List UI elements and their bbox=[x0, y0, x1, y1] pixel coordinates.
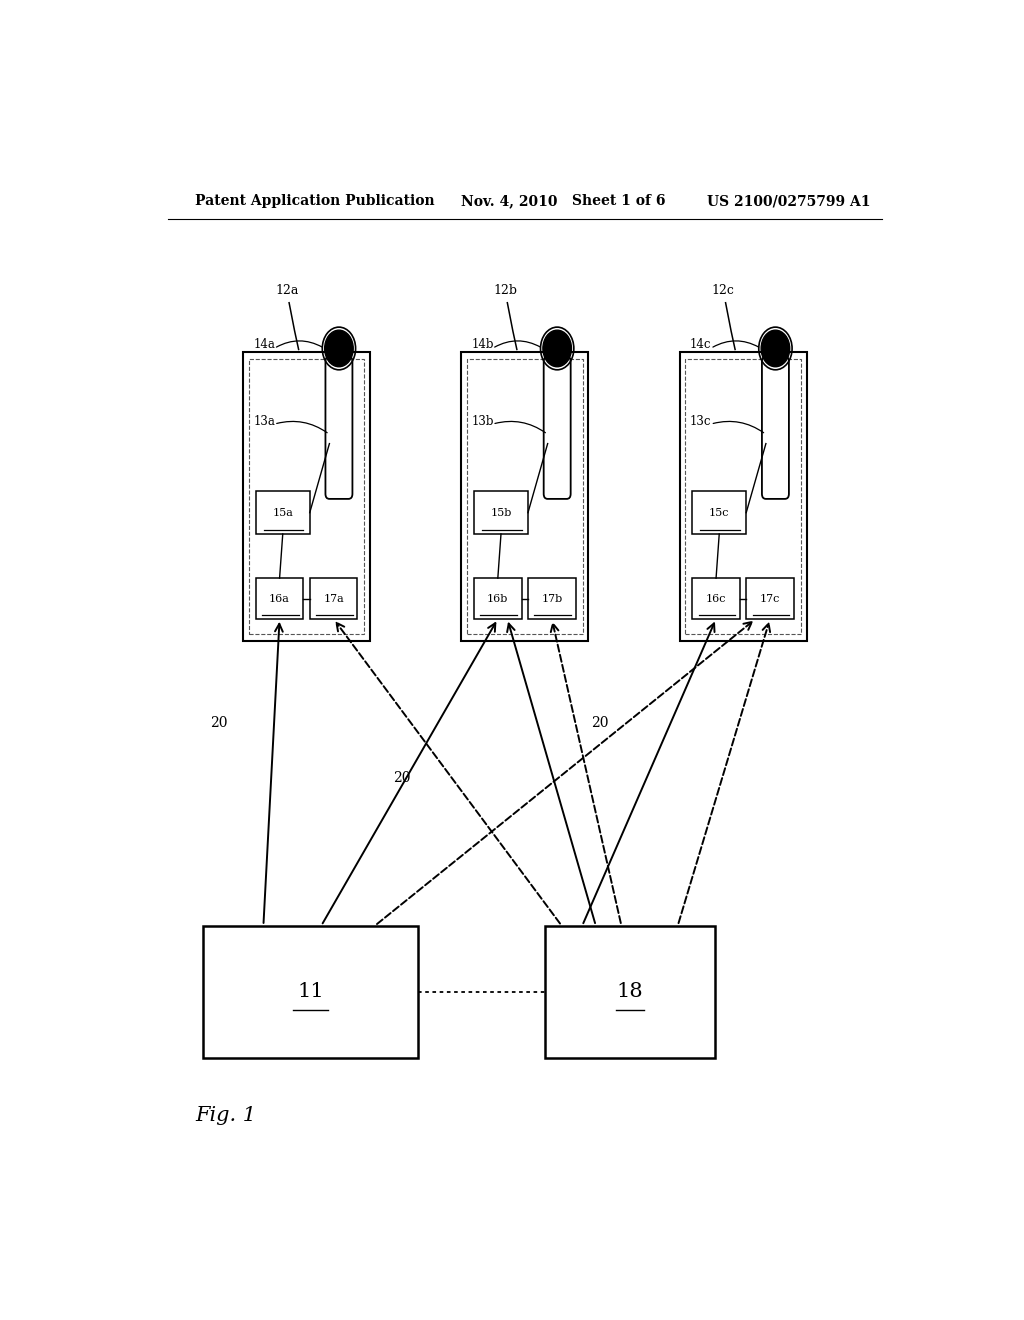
Text: 14b: 14b bbox=[472, 338, 495, 351]
Bar bbox=[309, 578, 357, 619]
Text: 20: 20 bbox=[393, 771, 411, 785]
Bar bbox=[545, 925, 716, 1057]
Bar bbox=[680, 351, 807, 642]
Text: 12a: 12a bbox=[275, 284, 298, 297]
Text: 17b: 17b bbox=[541, 594, 562, 603]
Bar bbox=[746, 578, 794, 619]
Circle shape bbox=[761, 330, 790, 367]
Circle shape bbox=[325, 330, 353, 367]
Text: 17a: 17a bbox=[324, 594, 344, 603]
Text: Fig. 1: Fig. 1 bbox=[196, 1106, 256, 1126]
Text: 11: 11 bbox=[297, 982, 324, 1002]
Bar bbox=[692, 491, 746, 535]
Text: 12b: 12b bbox=[493, 284, 517, 297]
Text: 15b: 15b bbox=[490, 508, 512, 517]
Bar bbox=[249, 359, 365, 634]
FancyBboxPatch shape bbox=[762, 356, 788, 499]
Bar bbox=[256, 578, 303, 619]
Text: Patent Application Publication: Patent Application Publication bbox=[196, 194, 435, 209]
Text: 16a: 16a bbox=[269, 594, 290, 603]
Circle shape bbox=[543, 330, 571, 367]
Text: 13a: 13a bbox=[253, 414, 275, 428]
Bar bbox=[692, 578, 740, 619]
FancyBboxPatch shape bbox=[544, 356, 570, 499]
Bar bbox=[256, 491, 309, 535]
Text: US 2100/0275799 A1: US 2100/0275799 A1 bbox=[708, 194, 870, 209]
Bar bbox=[685, 359, 801, 634]
Bar bbox=[474, 578, 521, 619]
Text: 15c: 15c bbox=[709, 508, 729, 517]
Text: 16b: 16b bbox=[487, 594, 509, 603]
Text: 13c: 13c bbox=[690, 414, 712, 428]
Bar bbox=[467, 359, 583, 634]
Text: 12c: 12c bbox=[712, 284, 734, 297]
Text: Nov. 4, 2010: Nov. 4, 2010 bbox=[461, 194, 558, 209]
Bar bbox=[528, 578, 575, 619]
Bar bbox=[243, 351, 370, 642]
Text: 14c: 14c bbox=[690, 338, 712, 351]
Text: 14a: 14a bbox=[253, 338, 275, 351]
Text: Sheet 1 of 6: Sheet 1 of 6 bbox=[572, 194, 666, 209]
Bar bbox=[461, 351, 588, 642]
Text: 16c: 16c bbox=[706, 594, 726, 603]
Text: 18: 18 bbox=[616, 982, 643, 1002]
Text: 20: 20 bbox=[211, 715, 228, 730]
Text: 13b: 13b bbox=[472, 414, 495, 428]
FancyBboxPatch shape bbox=[326, 356, 352, 499]
Text: 15a: 15a bbox=[272, 508, 293, 517]
Bar bbox=[474, 491, 528, 535]
Text: 20: 20 bbox=[592, 715, 609, 730]
Bar bbox=[204, 925, 418, 1057]
Text: 17c: 17c bbox=[760, 594, 780, 603]
